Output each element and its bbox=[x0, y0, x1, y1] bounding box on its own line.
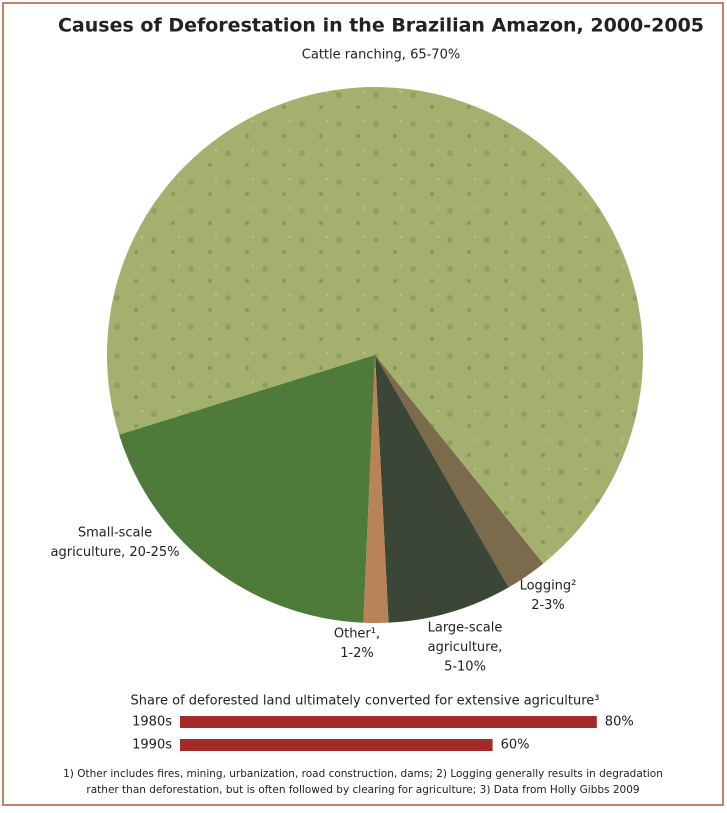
slice-label: 5-10% bbox=[444, 660, 486, 675]
pie-slice bbox=[363, 355, 389, 623]
footnote: 1) Other includes fires, mining, urbaniz… bbox=[63, 768, 663, 780]
slice-texture bbox=[106, 87, 643, 564]
chart-title: Causes of Deforestation in the Brazilian… bbox=[58, 15, 704, 37]
bar-category: 1980s bbox=[132, 715, 172, 730]
bar-value-label: 80% bbox=[605, 715, 634, 730]
pie-slice bbox=[375, 355, 509, 623]
slice-label: Large-scale bbox=[428, 621, 503, 636]
pie-slice bbox=[375, 355, 544, 588]
footnote: rather than deforestation, but is often … bbox=[86, 784, 639, 796]
slice-label: agriculture, 20-25% bbox=[51, 545, 180, 560]
slice-label: agriculture, bbox=[428, 640, 503, 655]
slice-label: Cattle ranching, 65-70% bbox=[302, 48, 460, 63]
bar bbox=[180, 716, 597, 728]
bar-category: 1990s bbox=[132, 738, 172, 753]
bar-title: Share of deforested land ultimately conv… bbox=[131, 694, 600, 709]
bar-value-label: 60% bbox=[501, 738, 530, 753]
bar bbox=[180, 739, 493, 751]
slice-label: Other¹, bbox=[334, 627, 380, 642]
slice-label: Logging² bbox=[520, 579, 577, 594]
slice-label: 1-2% bbox=[340, 646, 374, 661]
slice-label: Small-scale bbox=[78, 526, 152, 541]
pie-slice bbox=[119, 355, 375, 623]
slice-label: 2-3% bbox=[531, 598, 565, 613]
